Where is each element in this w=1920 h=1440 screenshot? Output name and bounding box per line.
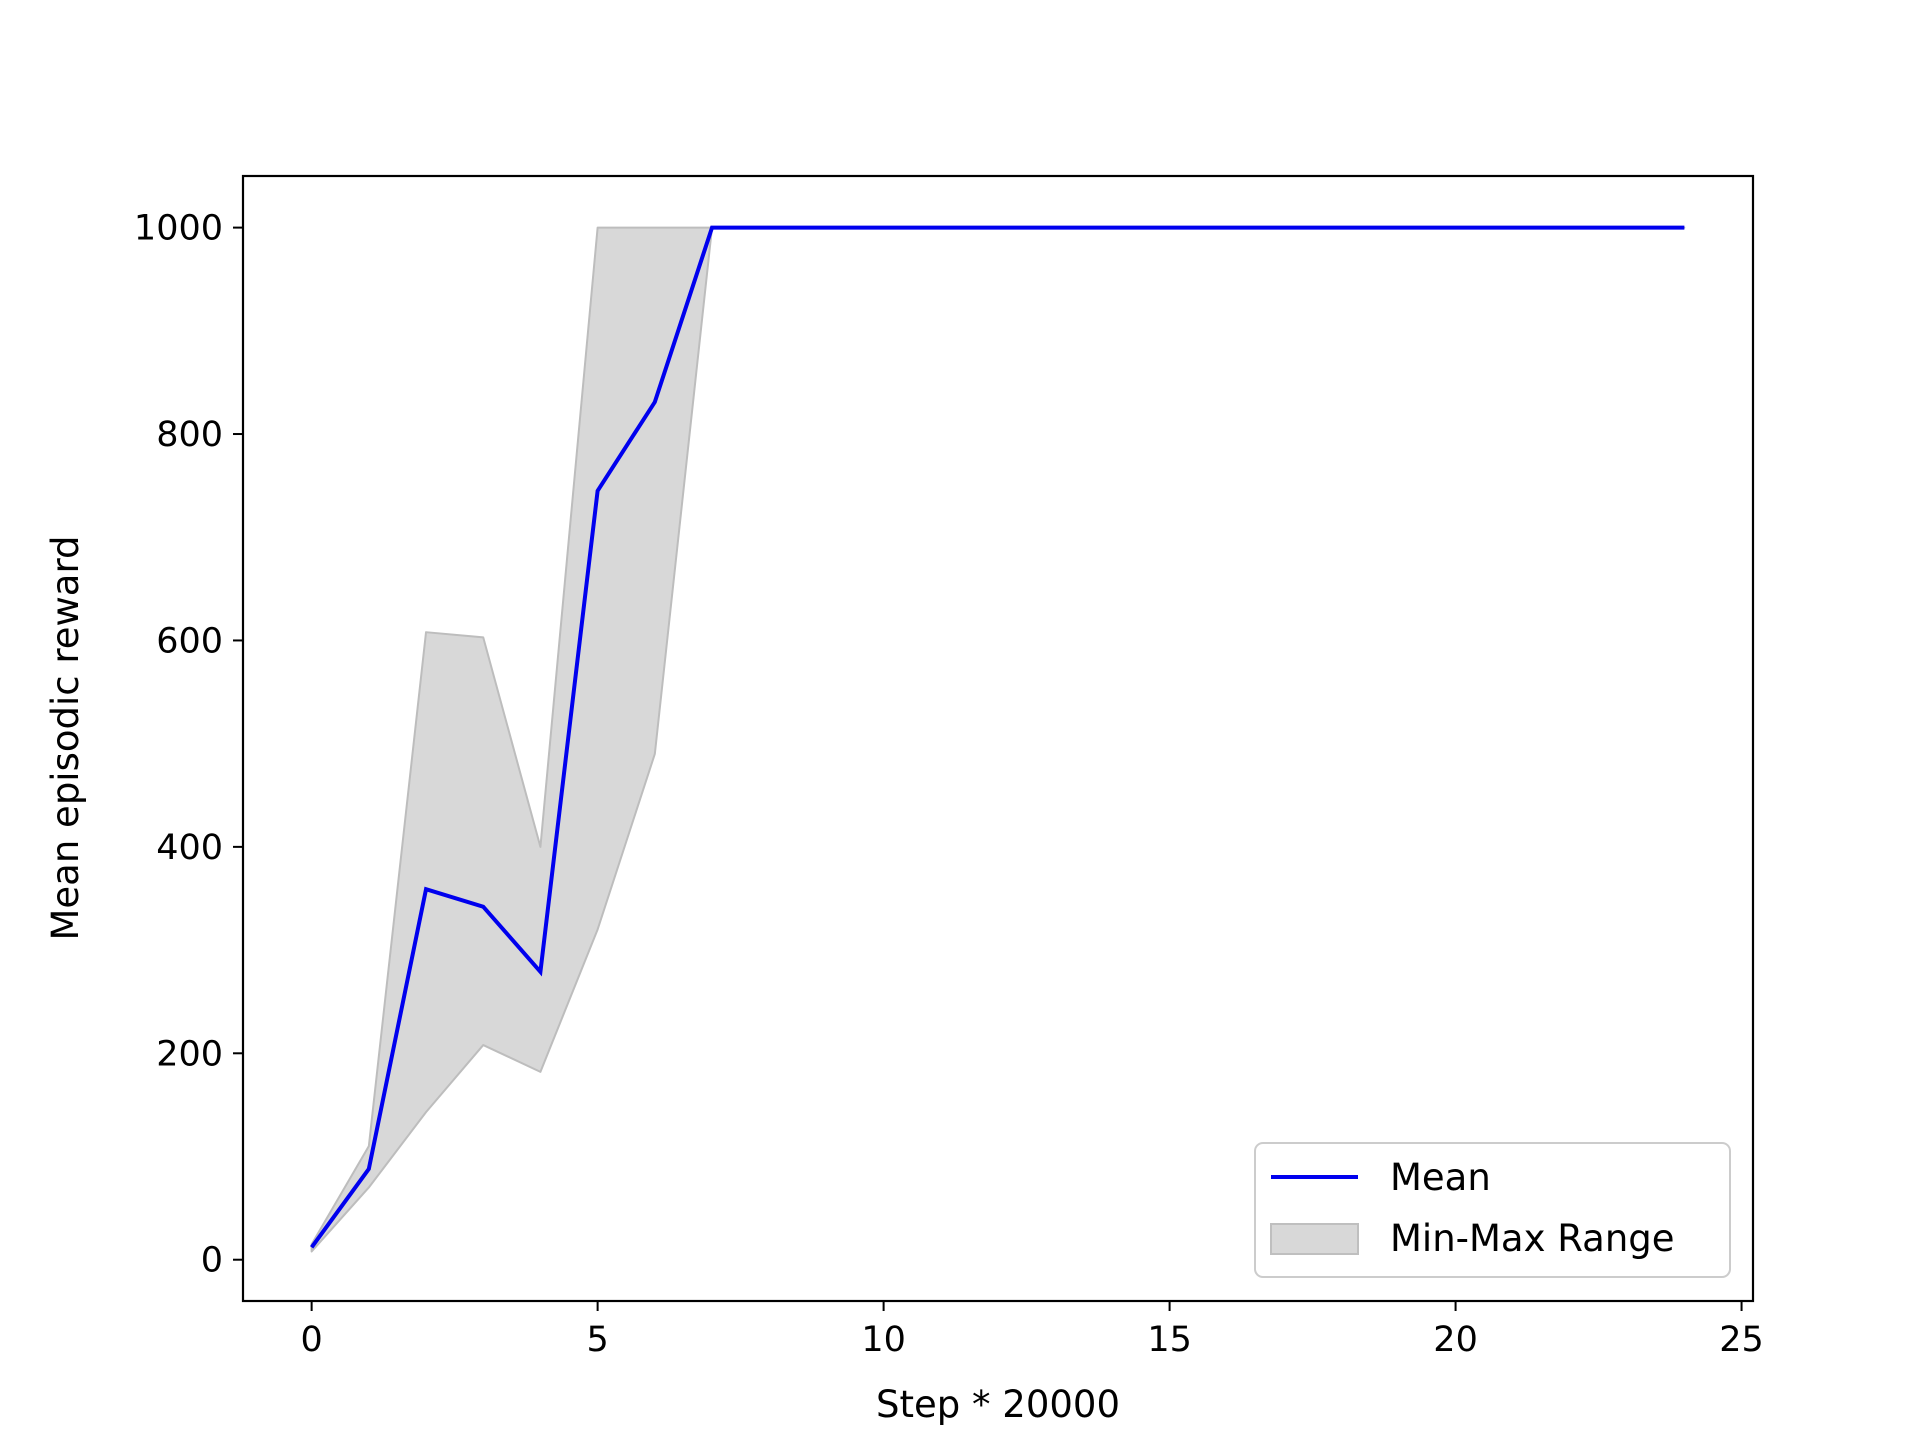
mean-data-point bbox=[1454, 226, 1458, 230]
x-axis-label: Step * 20000 bbox=[876, 1383, 1120, 1426]
y-tick-label: 600 bbox=[156, 621, 223, 661]
legend: Mean Min-Max Range bbox=[1254, 1142, 1731, 1278]
mean-data-point bbox=[882, 226, 886, 230]
mean-data-point bbox=[653, 400, 657, 404]
x-tick-label: 5 bbox=[586, 1320, 608, 1360]
plot-frame bbox=[241, 174, 1755, 1303]
mean-data-point bbox=[367, 1167, 371, 1171]
legend-box bbox=[1254, 1142, 1731, 1278]
mean-data-point bbox=[1568, 226, 1572, 230]
mean-data-point bbox=[310, 1245, 314, 1249]
y-axis: 0 200 400 600 800 1000 bbox=[134, 209, 243, 1281]
x-tick-label: 10 bbox=[861, 1320, 906, 1360]
y-tick-label: 200 bbox=[156, 1034, 223, 1074]
mean-data-point bbox=[596, 489, 600, 493]
x-tick-label: 25 bbox=[1719, 1320, 1764, 1360]
mean-data-point bbox=[481, 905, 485, 909]
mean-data-point bbox=[710, 226, 714, 230]
legend-mean-label: Mean bbox=[1390, 1156, 1491, 1199]
mean-data-point bbox=[538, 970, 542, 974]
x-tick-label: 0 bbox=[300, 1320, 322, 1360]
y-tick-label: 800 bbox=[156, 415, 223, 455]
mean-data-point bbox=[767, 226, 771, 230]
mean-data-point bbox=[1168, 226, 1172, 230]
mean-data-point bbox=[1511, 226, 1515, 230]
mean-data-point bbox=[1682, 226, 1686, 230]
mean-data-point bbox=[1339, 226, 1343, 230]
mean-data-point bbox=[424, 887, 428, 891]
mean-data-point bbox=[1110, 226, 1114, 230]
mean-data-point bbox=[1396, 226, 1400, 230]
mean-data-point bbox=[939, 226, 943, 230]
y-tick-label: 0 bbox=[201, 1241, 223, 1281]
x-tick-label: 20 bbox=[1433, 1320, 1478, 1360]
x-tick-label: 15 bbox=[1147, 1320, 1192, 1360]
mean-data-point bbox=[996, 226, 1000, 230]
mean-data-point bbox=[824, 226, 828, 230]
mean-data-point bbox=[1053, 226, 1057, 230]
mean-series-line bbox=[310, 225, 1685, 1249]
legend-range-label: Min-Max Range bbox=[1390, 1217, 1675, 1260]
y-tick-label: 1000 bbox=[134, 209, 223, 249]
mean-data-point bbox=[1625, 226, 1629, 230]
mean-data-point bbox=[1225, 226, 1229, 230]
mean-line-layer bbox=[310, 225, 1686, 1249]
x-axis: 0 5 10 15 20 25 bbox=[300, 1301, 1764, 1360]
y-axis-label: Mean episodic reward bbox=[44, 535, 87, 940]
mean-data-point bbox=[1282, 226, 1286, 230]
y-tick-label: 400 bbox=[156, 828, 223, 868]
legend-range-swatch bbox=[1270, 1223, 1359, 1255]
